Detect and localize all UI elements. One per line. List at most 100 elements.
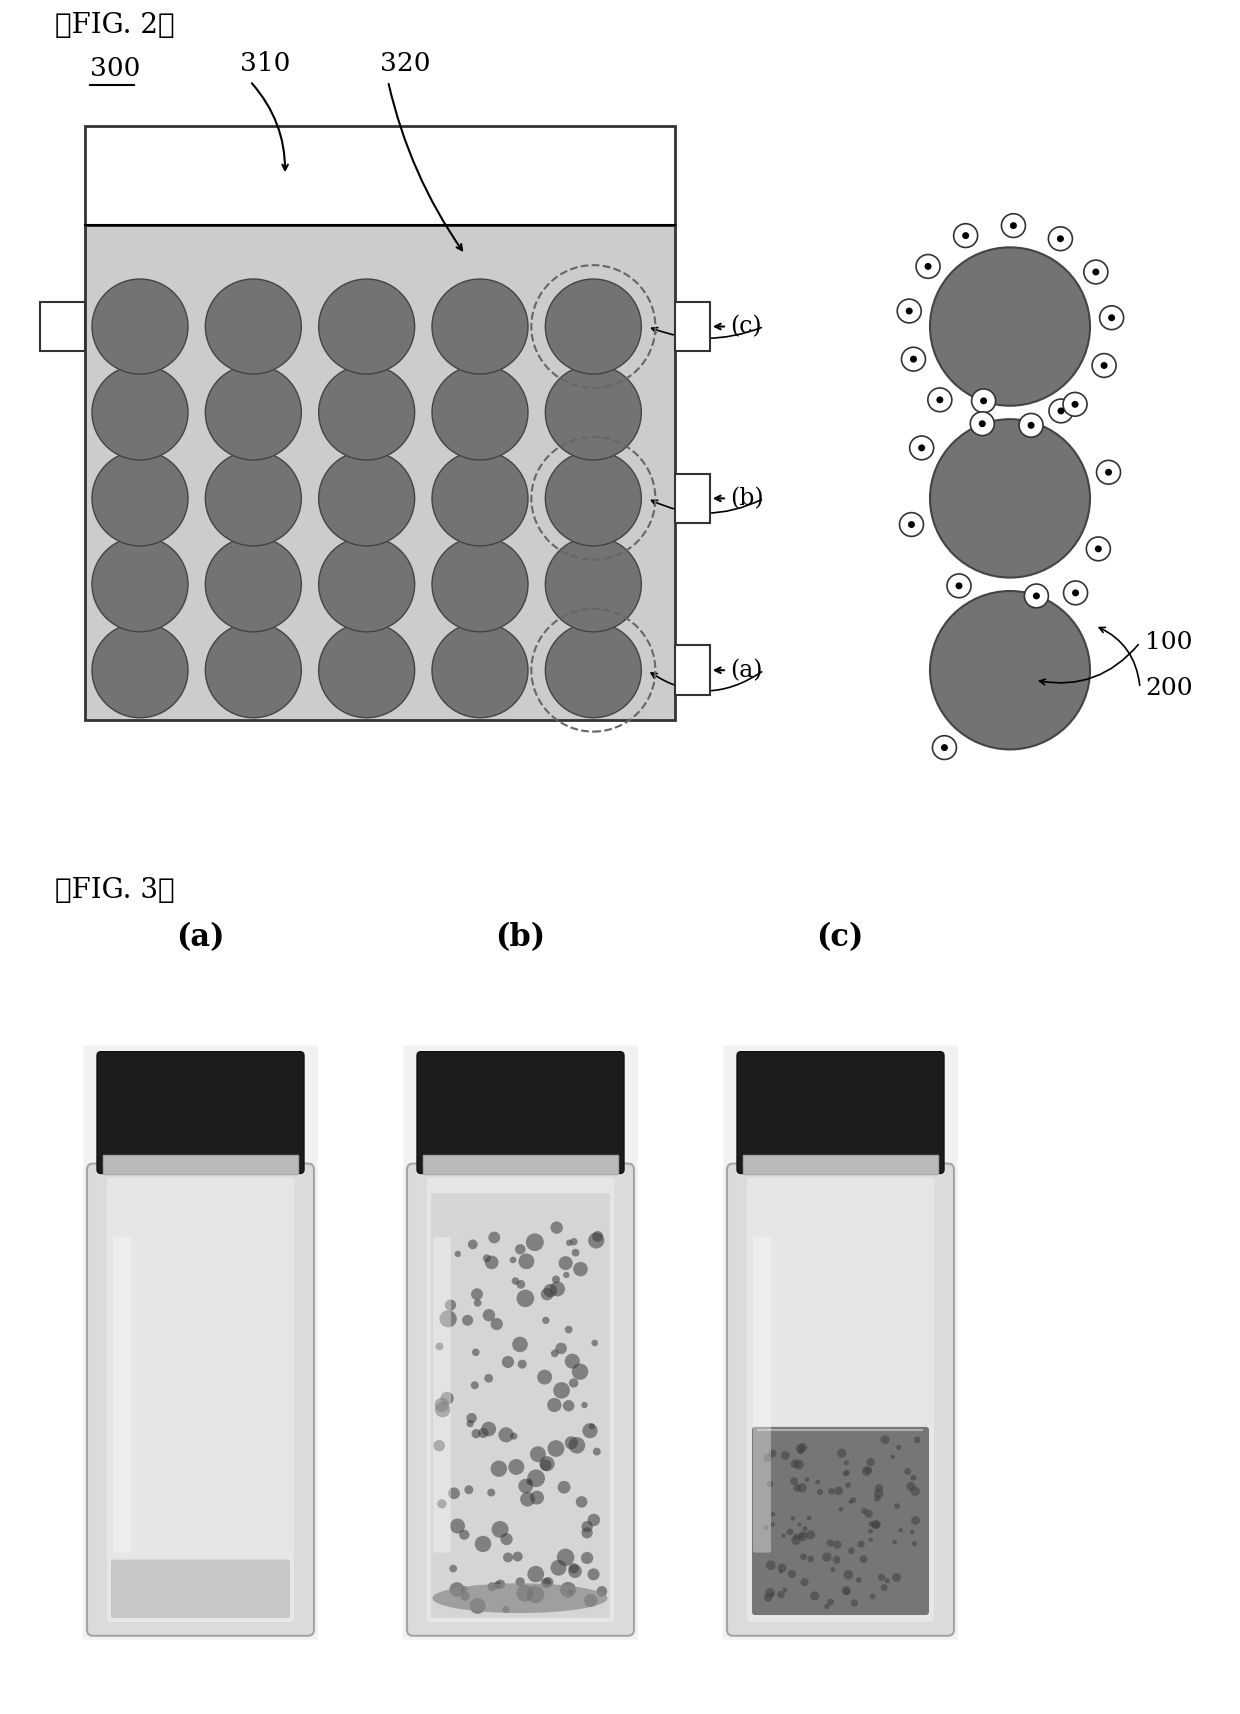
- FancyBboxPatch shape: [427, 1178, 614, 1621]
- Circle shape: [851, 1599, 858, 1606]
- Circle shape: [482, 1255, 491, 1262]
- Circle shape: [1109, 314, 1115, 321]
- Circle shape: [805, 1477, 810, 1483]
- Circle shape: [582, 1520, 593, 1532]
- Circle shape: [582, 1527, 593, 1539]
- Circle shape: [801, 1579, 808, 1585]
- Circle shape: [491, 1520, 508, 1537]
- Circle shape: [432, 365, 528, 459]
- Circle shape: [827, 1599, 835, 1606]
- Circle shape: [572, 1250, 579, 1256]
- Bar: [743, 1155, 937, 1174]
- Circle shape: [471, 1381, 479, 1390]
- Circle shape: [825, 1604, 830, 1609]
- Circle shape: [910, 1531, 914, 1534]
- Circle shape: [501, 1532, 512, 1546]
- Circle shape: [564, 1325, 573, 1333]
- Circle shape: [583, 1423, 598, 1438]
- Text: (b): (b): [495, 922, 546, 953]
- Circle shape: [440, 1392, 454, 1405]
- Circle shape: [936, 396, 944, 403]
- Circle shape: [930, 247, 1090, 406]
- Circle shape: [543, 1577, 553, 1587]
- Circle shape: [906, 1483, 915, 1491]
- Circle shape: [864, 1467, 872, 1474]
- Circle shape: [838, 1507, 843, 1512]
- Circle shape: [802, 1525, 807, 1531]
- Circle shape: [765, 1587, 775, 1597]
- Circle shape: [526, 1234, 544, 1251]
- Circle shape: [432, 451, 528, 545]
- FancyBboxPatch shape: [113, 1238, 131, 1553]
- Circle shape: [905, 307, 913, 314]
- Circle shape: [864, 1510, 873, 1519]
- Circle shape: [206, 279, 301, 374]
- Circle shape: [779, 1570, 782, 1573]
- Circle shape: [799, 1443, 807, 1452]
- Circle shape: [570, 1238, 578, 1246]
- Circle shape: [932, 735, 956, 759]
- Circle shape: [551, 1222, 563, 1234]
- Circle shape: [512, 1277, 520, 1286]
- Circle shape: [569, 1378, 578, 1388]
- Circle shape: [551, 1560, 567, 1575]
- Circle shape: [526, 1479, 533, 1484]
- Circle shape: [1064, 581, 1087, 605]
- Circle shape: [432, 279, 528, 374]
- Circle shape: [796, 1445, 805, 1453]
- Circle shape: [956, 583, 962, 590]
- FancyBboxPatch shape: [746, 1178, 934, 1621]
- Circle shape: [529, 1447, 546, 1462]
- Circle shape: [880, 1435, 889, 1445]
- FancyBboxPatch shape: [83, 1046, 317, 1640]
- Circle shape: [557, 1549, 574, 1567]
- Circle shape: [794, 1484, 801, 1491]
- Circle shape: [947, 574, 971, 598]
- Circle shape: [510, 1433, 517, 1440]
- Text: 200: 200: [1145, 677, 1193, 699]
- FancyBboxPatch shape: [751, 1426, 929, 1615]
- Circle shape: [516, 1280, 526, 1289]
- Circle shape: [558, 1481, 570, 1493]
- Circle shape: [515, 1244, 526, 1255]
- Circle shape: [837, 1448, 847, 1459]
- Circle shape: [771, 1512, 775, 1517]
- Circle shape: [92, 365, 188, 459]
- Circle shape: [512, 1551, 523, 1561]
- Text: 300: 300: [91, 57, 140, 81]
- Circle shape: [899, 1529, 903, 1532]
- Circle shape: [485, 1256, 498, 1268]
- Circle shape: [92, 279, 188, 374]
- Circle shape: [475, 1536, 491, 1553]
- Circle shape: [527, 1567, 544, 1582]
- Circle shape: [491, 1460, 507, 1477]
- Circle shape: [880, 1584, 888, 1591]
- Circle shape: [856, 1577, 862, 1582]
- Circle shape: [474, 1299, 481, 1306]
- Circle shape: [787, 1570, 796, 1579]
- Circle shape: [460, 1592, 470, 1601]
- Circle shape: [502, 1356, 515, 1368]
- Circle shape: [910, 1486, 920, 1496]
- Circle shape: [319, 622, 414, 718]
- Text: (a): (a): [176, 922, 224, 953]
- FancyBboxPatch shape: [403, 1046, 639, 1640]
- Circle shape: [807, 1515, 812, 1520]
- Circle shape: [797, 1483, 807, 1493]
- Circle shape: [797, 1522, 801, 1527]
- Circle shape: [862, 1467, 872, 1476]
- Circle shape: [869, 1537, 873, 1543]
- Circle shape: [517, 1289, 534, 1308]
- Circle shape: [573, 1262, 588, 1277]
- FancyBboxPatch shape: [737, 1052, 944, 1174]
- Circle shape: [911, 1517, 920, 1525]
- Circle shape: [582, 1402, 588, 1409]
- Bar: [675, 646, 711, 694]
- Circle shape: [518, 1479, 533, 1493]
- Circle shape: [872, 1520, 880, 1529]
- Circle shape: [564, 1436, 578, 1450]
- Circle shape: [833, 1541, 842, 1549]
- Circle shape: [894, 1503, 900, 1508]
- Circle shape: [542, 1316, 549, 1323]
- Circle shape: [552, 1275, 560, 1284]
